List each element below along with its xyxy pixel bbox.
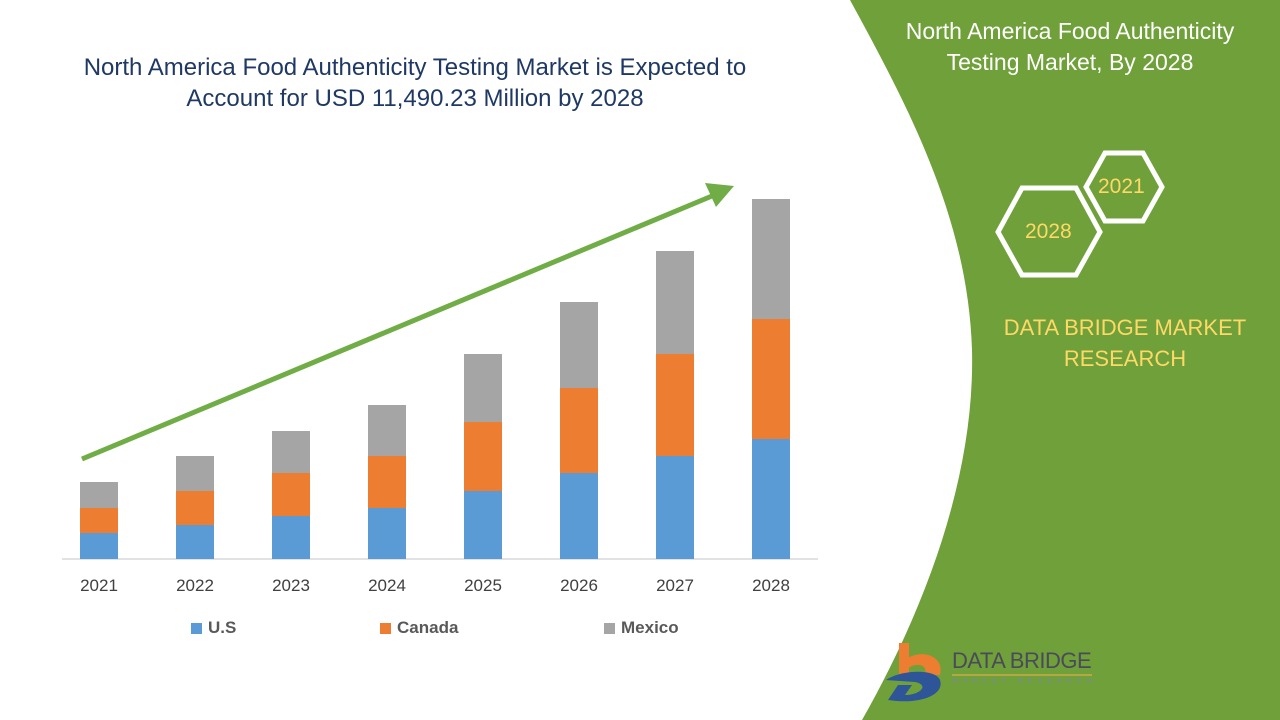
legend-swatch: [380, 622, 391, 634]
data-bridge-logo-icon: [886, 643, 1092, 702]
hexagon-2021-icon: [1083, 150, 1165, 224]
bar-canada-2027: [656, 354, 694, 456]
bar-canada-2023: [272, 473, 310, 516]
legend-item-canada: Canada: [380, 618, 458, 638]
trend-arrow: [81, 183, 734, 462]
legend-label: U.S: [208, 618, 237, 637]
bar-canada-2028: [752, 319, 790, 439]
x-tick-label: 2026: [560, 576, 598, 595]
brand-text: DATA BRIDGE MARKET RESEARCH: [1003, 315, 1247, 371]
bar-mexico-2021: [80, 482, 118, 508]
legend-item-mexico: Mexico: [604, 618, 679, 638]
bar-mexico-2025: [464, 354, 502, 422]
legend-label: Mexico: [621, 618, 679, 637]
logo-subtext: MARKET RESEARCH: [952, 678, 1097, 685]
green-side-panel: [850, 0, 1280, 720]
bar-us-2025: [464, 491, 502, 559]
x-tick-label: 2028: [752, 576, 790, 595]
bar-mexico-2024: [368, 405, 406, 456]
bar-us-2022: [176, 525, 214, 559]
hex-year-2021: 2021: [1098, 175, 1145, 198]
bar-mexico-2023: [272, 431, 310, 473]
bar-canada-2025: [464, 422, 502, 491]
legend-swatch: [191, 622, 202, 634]
bar-us-2026: [560, 473, 598, 559]
bar-canada-2022: [176, 491, 214, 525]
bar-mexico-2028: [752, 199, 790, 319]
bar-canada-2026: [560, 388, 598, 473]
hexagon-2028-icon: [995, 185, 1103, 278]
bar-us-2028: [752, 439, 790, 559]
page-title: North America Food Authenticity Testing …: [83, 54, 747, 112]
bar-us-2021: [80, 533, 118, 559]
x-tick-label: 2025: [464, 576, 502, 595]
legend-item-us: U.S: [191, 618, 236, 638]
panel-title: North America Food Authenticity Testing …: [905, 18, 1235, 75]
bar-us-2027: [656, 456, 694, 559]
bar-us-2024: [368, 508, 406, 559]
x-tick-label: 2023: [272, 576, 310, 595]
hex-year-2028: 2028: [1025, 220, 1072, 243]
x-tick-label: 2024: [368, 576, 406, 595]
bar-us-2023: [272, 516, 310, 559]
legend-label: Canada: [397, 618, 459, 637]
bar-mexico-2027: [656, 251, 694, 354]
x-tick-label: 2022: [176, 576, 214, 595]
bar-mexico-2026: [560, 302, 598, 388]
legend-swatch: [604, 622, 615, 634]
x-tick-label: 2021: [80, 576, 118, 595]
logo-text: DATA BRIDGE: [952, 648, 1092, 673]
bar-canada-2021: [80, 508, 118, 533]
bar-canada-2024: [368, 456, 406, 508]
bar-mexico-2022: [176, 456, 214, 491]
x-tick-label: 2027: [656, 576, 694, 595]
